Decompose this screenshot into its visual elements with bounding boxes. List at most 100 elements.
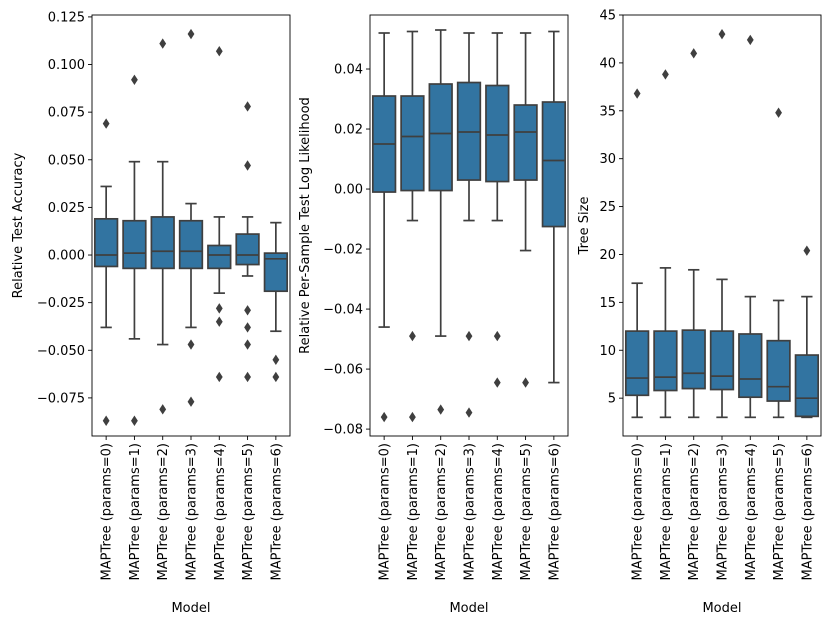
y-tick-label: 30 xyxy=(599,152,616,167)
box-iqr xyxy=(624,330,650,397)
box-iqr xyxy=(150,216,175,270)
box-iqr xyxy=(513,104,538,181)
x-tick-label: MAPTree (params=1) xyxy=(659,443,674,580)
outlier-marker xyxy=(493,377,501,388)
y-axis-label: Tree Size xyxy=(577,197,592,256)
box-iqr xyxy=(263,252,289,293)
x-axis-label: Model xyxy=(449,601,488,616)
y-tick-label: 0.02 xyxy=(334,123,363,138)
x-tick-label: MAPTree (params=6) xyxy=(547,443,562,580)
box-iqr xyxy=(653,330,678,392)
box-iqr xyxy=(235,233,260,266)
box-6 xyxy=(541,30,567,384)
x-tick-label: MAPTree (params=4) xyxy=(744,443,759,580)
box-0 xyxy=(624,88,650,419)
box-1 xyxy=(653,69,678,419)
y-tick-label: 0.025 xyxy=(48,201,85,216)
box-iqr xyxy=(681,329,706,390)
box-3 xyxy=(178,28,204,407)
outlier-marker xyxy=(465,407,473,418)
box-4 xyxy=(485,32,510,388)
outlier-marker xyxy=(409,411,416,423)
box-3 xyxy=(456,32,482,418)
plot-frame xyxy=(369,14,569,437)
outlier-marker xyxy=(159,404,167,415)
y-tick-label: −0.050 xyxy=(37,344,85,359)
y-tick-label: −0.08 xyxy=(323,423,363,438)
y-tick-label: 0.075 xyxy=(48,106,85,121)
outlier-marker xyxy=(244,371,251,383)
x-tick-label: MAPTree (params=2) xyxy=(156,443,171,580)
outlier-marker xyxy=(244,339,251,350)
box-2 xyxy=(150,38,175,415)
box-6 xyxy=(794,245,820,419)
box-1 xyxy=(122,74,147,426)
y-tick-label: −0.025 xyxy=(37,296,85,311)
box-6 xyxy=(263,221,289,383)
outlier-marker xyxy=(244,305,251,316)
outlier-marker xyxy=(272,371,280,383)
box-iqr xyxy=(485,84,510,183)
y-tick-label: −0.02 xyxy=(323,243,363,258)
outlier-marker xyxy=(102,415,110,426)
x-tick-label: MAPTree (params=6) xyxy=(800,443,815,580)
outlier-marker xyxy=(718,28,726,40)
y-axis-label: Relative Per-Sample Test Log Likelihood xyxy=(298,97,313,354)
y-tick-label: −0.04 xyxy=(323,303,363,318)
y-tick-label: 0.100 xyxy=(48,58,85,73)
x-tick-label: MAPTree (params=3) xyxy=(716,443,731,580)
outlier-marker xyxy=(159,38,167,49)
y-tick-label: 0.125 xyxy=(48,10,85,25)
outlier-marker xyxy=(380,411,388,423)
x-tick-label: MAPTree (params=3) xyxy=(185,443,200,580)
box-2 xyxy=(428,29,453,415)
box-iqr xyxy=(178,219,204,270)
outlier-marker xyxy=(215,316,223,327)
panel-test-accuracy: −0.075 −0.050 −0.025 0.000 0.025 0.050 0.075 0.… xyxy=(11,10,291,616)
y-tick-label: 0.04 xyxy=(334,63,363,78)
outlier-marker xyxy=(633,88,641,99)
y-tick-label: 40 xyxy=(599,56,616,71)
outlier-marker xyxy=(272,354,280,366)
box-3 xyxy=(709,28,735,419)
box-2 xyxy=(681,48,706,419)
outlier-marker xyxy=(187,396,195,407)
box-5 xyxy=(513,32,538,388)
box-4 xyxy=(207,45,232,383)
y-tick-label: 25 xyxy=(599,200,616,215)
x-tick-label: MAPTree (params=2) xyxy=(687,443,702,580)
y-tick-label: 0.000 xyxy=(48,249,85,264)
x-tick-label: MAPTree (params=4) xyxy=(491,443,506,580)
outlier-marker xyxy=(437,404,445,415)
panel-log-likelihood: −0.08 −0.06 −0.04 −0.02 0.00 0.02 0.04 MAPTree … xyxy=(298,14,569,616)
outlier-marker xyxy=(522,377,529,388)
outlier-marker xyxy=(662,69,669,80)
box-iqr xyxy=(738,333,763,399)
y-tick-label: −0.075 xyxy=(37,391,85,406)
box-iqr xyxy=(207,244,232,270)
x-tick-label: MAPTree (params=5) xyxy=(772,443,787,580)
outlier-marker xyxy=(215,303,223,314)
box-iqr xyxy=(428,83,453,192)
x-tick-label: MAPTree (params=5) xyxy=(519,443,534,580)
plot-frame xyxy=(91,14,291,437)
x-tick-label: MAPTree (params=5) xyxy=(241,443,256,580)
outlier-marker xyxy=(803,245,811,256)
box-iqr xyxy=(766,339,791,402)
box-5 xyxy=(235,101,260,383)
box-0 xyxy=(93,118,119,426)
outlier-marker xyxy=(244,322,251,333)
outlier-marker xyxy=(244,101,251,112)
box-iqr xyxy=(794,354,820,418)
y-tick-label: 15 xyxy=(599,296,616,311)
x-tick-label: MAPTree (params=0) xyxy=(378,443,393,580)
x-tick-label: MAPTree (params=3) xyxy=(463,443,478,580)
outlier-marker xyxy=(187,28,195,40)
box-iqr xyxy=(400,95,425,192)
outlier-marker xyxy=(187,339,195,350)
box-4 xyxy=(738,34,763,419)
y-tick-label: 45 xyxy=(599,9,616,24)
outlier-marker xyxy=(409,330,416,342)
outlier-marker xyxy=(131,415,138,426)
x-tick-label: MAPTree (params=0) xyxy=(631,443,646,580)
